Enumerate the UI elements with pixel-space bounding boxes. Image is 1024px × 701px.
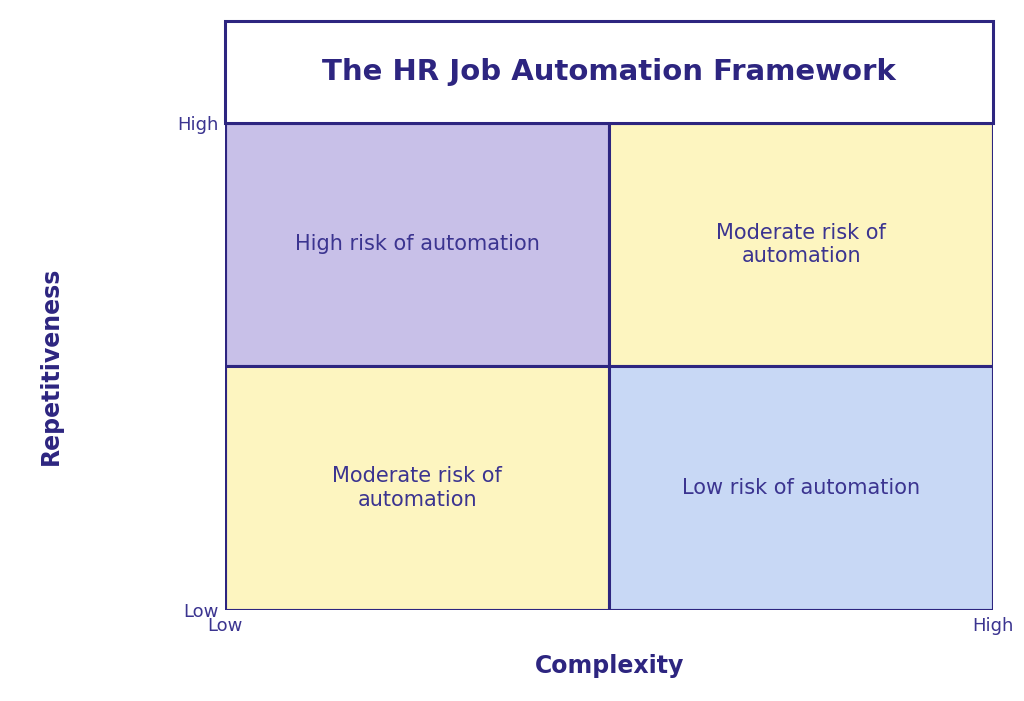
Text: Moderate risk of
automation: Moderate risk of automation <box>717 223 886 266</box>
Text: Low risk of automation: Low risk of automation <box>682 478 921 498</box>
X-axis label: Complexity: Complexity <box>535 654 684 679</box>
Text: High risk of automation: High risk of automation <box>295 234 540 254</box>
Bar <box>225 123 609 366</box>
Text: The HR Job Automation Framework: The HR Job Automation Framework <box>323 58 896 86</box>
Text: Moderate risk of
automation: Moderate risk of automation <box>333 466 502 510</box>
Bar <box>609 123 993 366</box>
Text: Repetitiveness: Repetitiveness <box>39 267 63 465</box>
Bar <box>609 366 993 610</box>
Bar <box>225 366 609 610</box>
